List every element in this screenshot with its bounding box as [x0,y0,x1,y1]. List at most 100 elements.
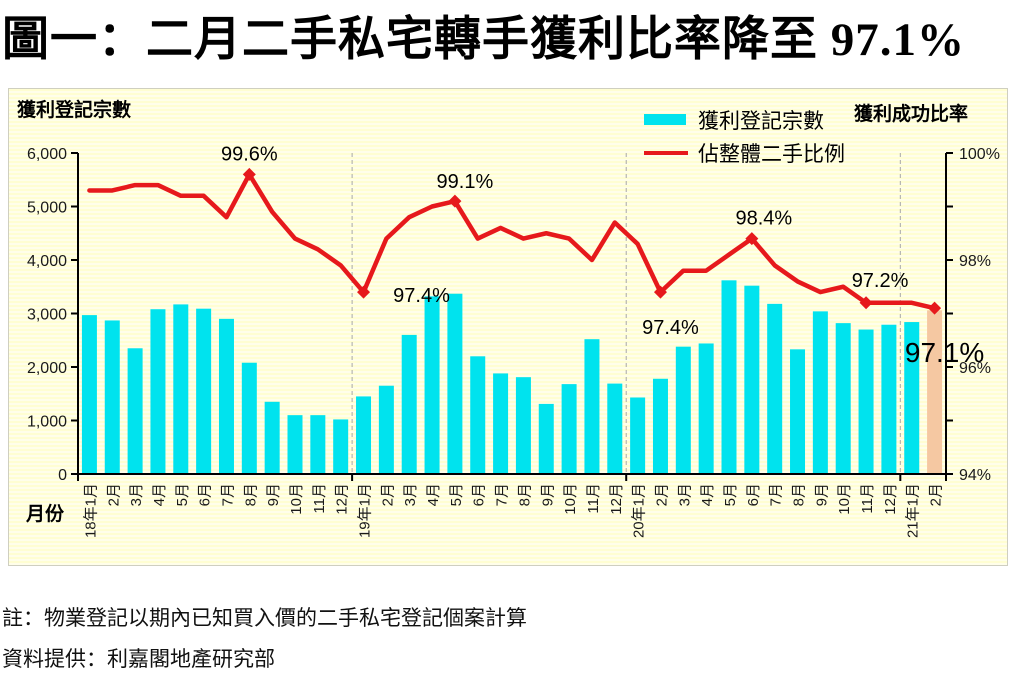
svg-text:9月: 9月 [539,483,556,506]
bar-20年1月 [630,397,646,474]
svg-text:4,000: 4,000 [27,253,67,270]
bar-5月 [173,304,189,474]
legend: 獲利登記宗數 佔整體二手比例 [644,103,845,169]
bar-4月 [424,296,440,474]
marker-8月 [242,167,256,181]
svg-text:2,000: 2,000 [27,360,67,377]
left-axis-title: 獲利登記宗數 [17,100,132,121]
annotation-97.4%: 97.4% [393,285,450,307]
svg-text:6月: 6月 [745,483,762,506]
svg-text:3月: 3月 [128,483,145,506]
bar-3月 [675,346,691,474]
svg-text:2月: 2月 [928,483,945,506]
svg-text:8月: 8月 [242,483,259,506]
svg-text:10月: 10月 [562,483,579,515]
legend-line-swatch-icon [644,150,688,155]
bar-18年1月 [81,315,97,474]
note-source: 資料提供：利嘉閣地產研究部 [2,648,275,671]
svg-text:19年1月: 19年1月 [357,483,374,538]
bars-group [81,280,943,474]
bar-11月 [858,329,874,474]
annotation-99.6%: 99.6% [221,143,278,165]
svg-text:0: 0 [58,467,67,484]
svg-text:12月: 12月 [334,483,351,515]
annotations-group: 99.6% 97.4% 99.1% 97.4% 98.4% 97.2% 97.1% [221,143,984,368]
legend-item-line: 佔整體二手比例 [644,136,845,169]
bar-5月 [721,280,737,474]
svg-text:8月: 8月 [791,483,808,506]
bar-9月 [812,311,828,474]
bar-19年1月 [356,396,372,474]
svg-text:5月: 5月 [722,483,739,506]
bar-9月 [264,401,280,474]
right-axis-title: 獲利成功比率 [854,104,969,125]
chart-area: 獲利登記宗數 獲利成功比率 獲利登記宗數 佔整體二手比例 0 1,000 2,000… [8,88,1008,566]
note-calculation: 註：物業登記以期內已知買入價的二手私宅登記個案計算 [2,607,527,630]
marker-2月 [653,285,667,299]
svg-text:5,000: 5,000 [27,200,67,217]
svg-text:100%: 100% [959,146,1000,163]
svg-text:3月: 3月 [402,483,419,506]
svg-text:7月: 7月 [494,483,511,506]
bar-7月 [767,303,783,474]
svg-text:6月: 6月 [471,483,488,506]
marker-2月 [928,301,942,315]
bar-8月 [790,349,806,474]
svg-text:4月: 4月 [699,483,716,506]
svg-text:18年1月: 18年1月 [82,483,99,538]
svg-text:1,000: 1,000 [27,414,67,431]
bar-8月 [515,377,531,474]
x-axis-ticks [77,474,947,481]
annotation-98.4%: 98.4% [735,208,792,230]
bar-8月 [241,362,257,474]
bar-9月 [538,403,554,474]
annotation-97.1%: 97.1% [905,337,984,368]
svg-text:9月: 9月 [813,483,830,506]
bar-6月 [470,356,486,474]
svg-text:4月: 4月 [151,483,168,506]
svg-text:6月: 6月 [197,483,214,506]
y-axis-right: 94% 96% 98% 100% [946,146,1000,484]
svg-text:12月: 12月 [882,483,899,515]
y-axis-left: 0 1,000 2,000 3,000 4,000 5,000 6,000 [27,146,78,484]
line-group [87,172,937,311]
bar-10月 [287,415,303,474]
svg-text:21年1月: 21年1月 [905,483,922,538]
legend-item-bars: 獲利登記宗數 [644,103,845,136]
bar-2月 [378,385,394,474]
bar-6月 [196,308,212,474]
bar-7月 [218,318,234,474]
profit-chart-svg: 0 1,000 2,000 3,000 4,000 5,000 6,000 94% 96% 98%… [27,143,1000,538]
svg-text:9月: 9月 [265,483,282,506]
bar-3月 [127,348,143,474]
svg-text:3,000: 3,000 [27,307,67,324]
svg-text:8月: 8月 [516,483,533,506]
annotation-99.1%: 99.1% [437,171,494,193]
year-separators [351,153,901,474]
bar-4月 [150,309,166,474]
bar-2月 [652,378,668,474]
marker-5月 [448,194,462,208]
svg-text:96%: 96% [959,360,991,377]
markers-group [242,167,942,315]
bar-12月 [881,324,897,474]
chart-title: 圖一：二月二手私宅轉手獲利比率降至 97.1% [2,14,965,66]
legend-bar-swatch-icon [644,114,686,125]
svg-text:2月: 2月 [653,483,670,506]
bar-2月 [927,310,943,474]
svg-text:7月: 7月 [768,483,785,506]
svg-text:7月: 7月 [219,483,236,506]
x-axis-title: 月份 [26,504,65,525]
legend-bar-label: 獲利登記宗數 [698,109,824,133]
svg-text:4月: 4月 [425,483,442,506]
bar-21年1月 [904,322,920,474]
bar-12月 [333,419,349,474]
annotation-97.2%: 97.2% [852,270,909,292]
bar-6月 [744,285,760,474]
bar-10月 [835,323,851,474]
svg-text:11月: 11月 [311,483,328,514]
svg-text:98%: 98% [959,253,991,270]
svg-text:12月: 12月 [608,483,625,515]
bar-3月 [401,334,417,474]
svg-text:6,000: 6,000 [27,146,67,163]
